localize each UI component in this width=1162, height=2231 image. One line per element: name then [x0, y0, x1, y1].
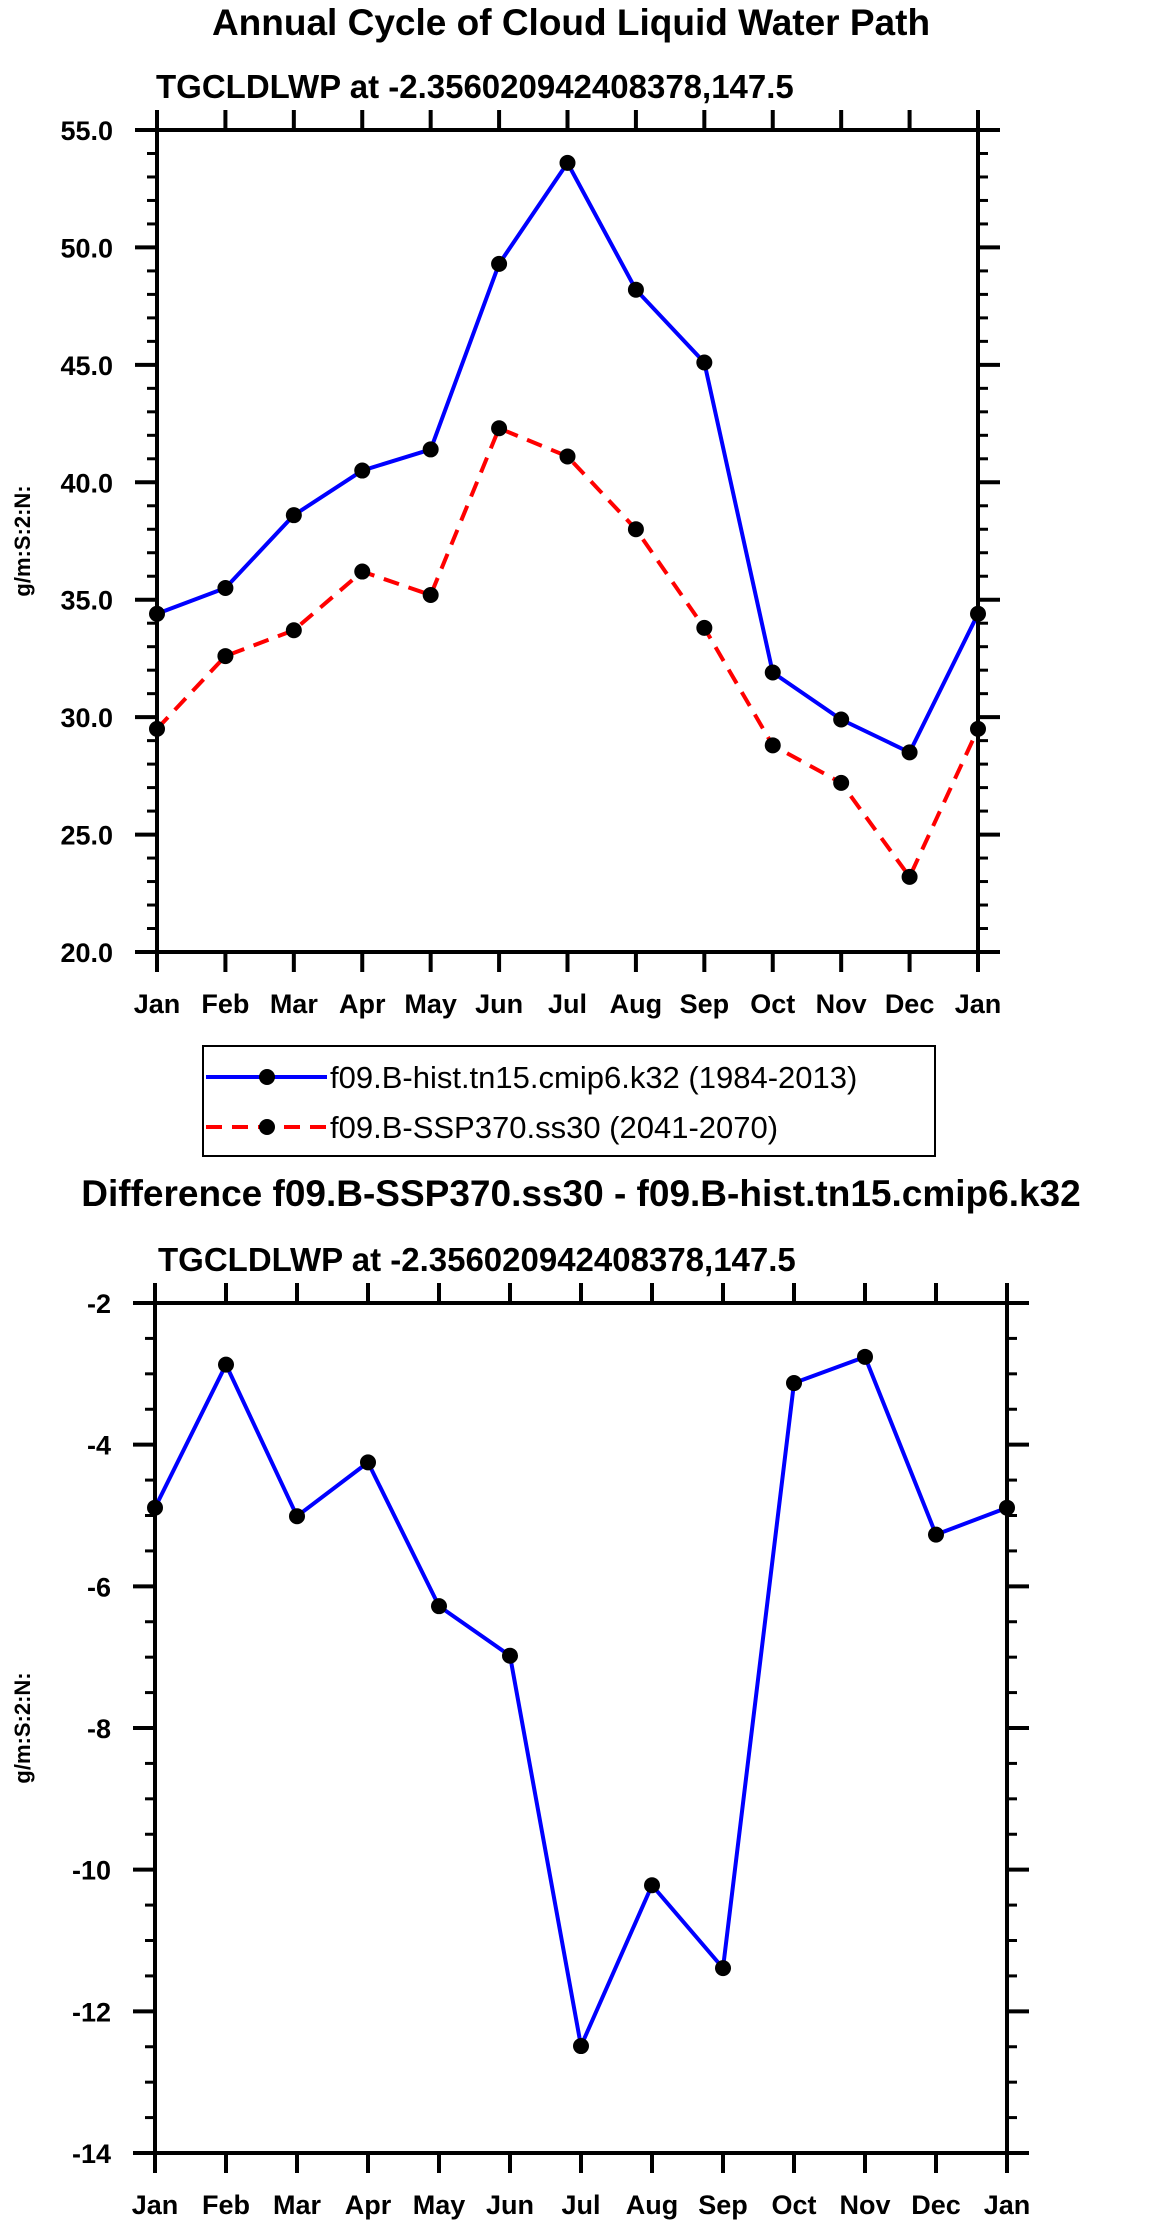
y-tick-label: 35.0	[60, 586, 113, 616]
x-tick-label: Jan	[984, 2190, 1031, 2220]
data-point-0	[218, 1356, 234, 1373]
x-tick-label: Jun	[475, 989, 523, 1019]
data-point-0	[422, 441, 439, 458]
data-point-1	[149, 720, 165, 737]
plot-frame	[153, 1301, 1009, 2155]
y-tick-label: -4	[87, 1431, 111, 1461]
legend: f09.B-hist.tn15.cmip6.k32 (1984-2013) f0…	[202, 1045, 936, 1157]
chart-subtitle-bottom: TGCLDLWP at -2.356020942408378,147.5	[158, 1241, 796, 1278]
plot-bottom: -14 -12 -10 -8 -6 -4 -2 Jan Feb Mar Apr May Jun Jul Au…	[72, 1283, 1030, 2220]
y-tick-label: 25.0	[60, 821, 113, 851]
data-point-0	[502, 1647, 518, 1664]
x-tick-label: May	[404, 989, 457, 1019]
x-tick-label: Apr	[339, 989, 386, 1019]
data-point-1	[422, 587, 439, 604]
x-tick-label: Nov	[816, 989, 867, 1019]
data-point-0	[857, 1348, 873, 1365]
data-point-1	[901, 868, 918, 885]
x-tick-label: Apr	[345, 2190, 392, 2220]
x-tick-label: Jun	[486, 2190, 534, 2220]
data-point-0	[573, 2038, 589, 2055]
data-point-0	[715, 1960, 731, 1977]
data-point-0	[786, 1375, 802, 1392]
data-point-0	[644, 1877, 660, 1894]
y-tick-label: -14	[72, 2139, 111, 2169]
x-tick-label: Oct	[750, 989, 795, 1019]
x-tick-label: Dec	[911, 2190, 961, 2220]
legend-marker-ssp370	[259, 1119, 275, 1135]
chart-subtitle-top: TGCLDLWP at -2.356020942408378,147.5	[156, 68, 794, 105]
y-axis-label-bottom: g/m:S:2:N:	[10, 1672, 35, 1783]
data-point-1	[354, 563, 371, 580]
data-point-0	[431, 1598, 447, 1615]
data-point-0	[289, 1508, 305, 1525]
x-tick-label: Aug	[626, 2190, 678, 2220]
y-tick-label: -10	[72, 1856, 111, 1886]
legend-label-ssp370: f09.B-SSP370.ss30 (2041-2070)	[330, 1110, 778, 1145]
data-point-0	[285, 507, 302, 524]
legend-marker-hist	[259, 1069, 275, 1085]
chart-title-bottom: Difference f09.B-SSP370.ss30 - f09.B-his…	[81, 1173, 1080, 1214]
series-line-0	[153, 1354, 1008, 2049]
x-tick-label: Feb	[201, 989, 249, 1019]
x-tick-label: Mar	[270, 989, 319, 1019]
data-point-0	[833, 711, 850, 728]
data-point-1	[764, 737, 781, 754]
plot-frame	[155, 128, 980, 954]
y-tick-label: 20.0	[60, 938, 113, 968]
data-point-1	[696, 619, 713, 636]
y-tick-label: 30.0	[60, 703, 113, 733]
data-point-1	[217, 648, 234, 665]
data-point-0	[360, 1454, 376, 1471]
x-tick-label: Feb	[202, 2190, 250, 2220]
x-tick-label: Mar	[273, 2190, 322, 2220]
data-point-0	[491, 255, 508, 272]
y-tick-label: -8	[87, 1714, 111, 1744]
data-point-0	[217, 579, 234, 596]
data-point-1	[627, 521, 644, 538]
y-tick-label: 45.0	[60, 351, 113, 381]
data-point-0	[901, 744, 918, 761]
data-point-0	[928, 1526, 944, 1543]
chart-title-top: Annual Cycle of Cloud Liquid Water Path	[212, 2, 930, 43]
legend-box	[202, 1045, 936, 1157]
x-tick-label: Aug	[610, 989, 662, 1019]
data-point-1	[833, 774, 850, 791]
data-point-0	[559, 154, 576, 171]
x-tick-label: Sep	[698, 2190, 748, 2220]
y-tick-label: -6	[87, 1572, 111, 1602]
data-point-0	[970, 605, 986, 622]
y-axis-label-top: g/m:S:2:N:	[10, 485, 35, 596]
data-point-1	[970, 720, 986, 737]
data-point-0	[696, 354, 713, 371]
x-tick-label: Jul	[561, 2190, 600, 2220]
data-point-1	[559, 448, 576, 465]
y-tick-label: -12	[72, 1997, 111, 2027]
data-point-0	[147, 1499, 163, 1516]
x-tick-label: Oct	[771, 2190, 816, 2220]
data-point-0	[354, 462, 371, 479]
x-tick-label: May	[413, 2190, 466, 2220]
data-point-1	[491, 420, 508, 437]
data-point-0	[627, 281, 644, 298]
y-tick-label: -2	[87, 1289, 111, 1319]
legend-label-hist: f09.B-hist.tn15.cmip6.k32 (1984-2013)	[330, 1060, 857, 1095]
x-tick-label: Dec	[885, 989, 935, 1019]
x-tick-label: Jan	[955, 989, 1002, 1019]
x-tick-label: Sep	[680, 989, 730, 1019]
y-tick-label: 50.0	[60, 233, 113, 263]
data-point-0	[764, 664, 781, 681]
y-tick-label: 55.0	[60, 116, 113, 146]
x-tick-label: Jan	[134, 989, 181, 1019]
series-line-1	[155, 426, 980, 879]
data-point-0	[149, 605, 165, 622]
x-tick-label: Jul	[548, 989, 587, 1019]
x-tick-label: Nov	[839, 2190, 890, 2220]
x-tick-label: Jan	[132, 2190, 179, 2220]
y-tick-label: 40.0	[60, 468, 113, 498]
plot-top: 20.0 25.0 30.0 35.0 40.0 45.0 50.0 55.0 Jan Feb Ma…	[60, 110, 1001, 1019]
data-point-1	[285, 622, 302, 639]
data-point-0	[999, 1499, 1015, 1516]
